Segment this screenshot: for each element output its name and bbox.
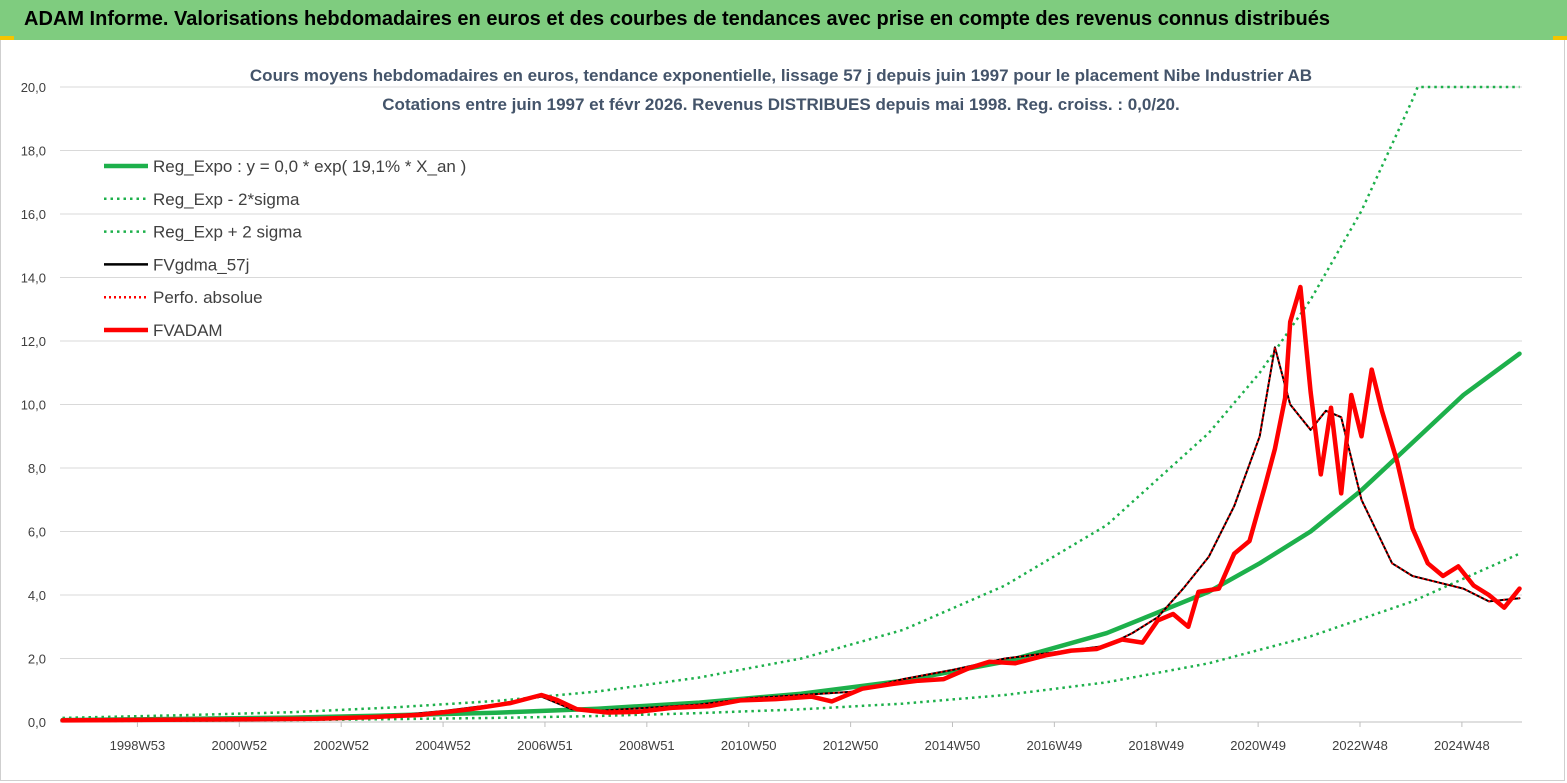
x-tick-label: 2012W50 (823, 738, 879, 753)
series-line-3 (61, 346, 1521, 722)
y-tick-label: 8,0 (28, 461, 46, 476)
legend-label-2: Reg_Exp + 2 sigma (153, 223, 302, 242)
y-tick-label: 12,0 (21, 334, 46, 349)
series-line-4 (62, 346, 1520, 722)
x-tick-label: 2022W48 (1332, 738, 1388, 753)
x-tick-labels: 1998W53 2000W52 2002W52 2004W52 2006W51 2008W… (110, 722, 1490, 753)
header-accent-right (1553, 36, 1567, 40)
x-tick-label: 1998W53 (110, 738, 166, 753)
x-tick-label: 2002W52 (313, 738, 369, 753)
legend-label-4: Perfo. absolue (153, 288, 263, 307)
header-accent-left (0, 36, 14, 40)
series-line-5 (60, 284, 1522, 723)
report-header: ADAM Informe. Valorisations hebdomadaire… (0, 0, 1567, 40)
y-tick-label: 16,0 (21, 207, 46, 222)
y-tick-labels: 0,0 2,0 4,0 6,0 8,0 10,0 12,0 14,0 16,0 18,0 20,0 (21, 80, 46, 730)
x-tick-label: 2016W49 (1027, 738, 1083, 753)
y-tick-label: 18,0 (21, 144, 46, 159)
y-tick-label: 14,0 (21, 271, 46, 286)
series-line-0 (60, 351, 1522, 723)
x-tick-label: 2008W51 (619, 738, 675, 753)
y-tick-label: 6,0 (28, 525, 46, 540)
chart-title: Cours moyens hebdomadaires en euros, ten… (250, 66, 1312, 85)
x-tick-label: 2000W52 (211, 738, 267, 753)
x-tick-label: 2004W52 (415, 738, 471, 753)
legend-label-5: FVADAM (153, 321, 223, 340)
legend-label-3: FVgdma_57j (153, 255, 249, 274)
x-tick-label: 2014W50 (925, 738, 981, 753)
y-tick-label: 4,0 (28, 588, 46, 603)
y-tick-label: 20,0 (21, 80, 46, 95)
gridlines (60, 86, 1522, 723)
legend: Reg_Expo : y = 0,0 * exp( 19,1% * X_an )… (104, 157, 466, 340)
series-line-2 (62, 85, 1520, 720)
legend-label-1: Reg_Exp - 2*sigma (153, 190, 300, 209)
x-tick-label: 2010W50 (721, 738, 777, 753)
series-group (60, 85, 1522, 723)
report-title: ADAM Informe. Valorisations hebdomadaire… (24, 8, 1330, 30)
x-tick-label: 2018W49 (1128, 738, 1184, 753)
x-tick-label: 2006W51 (517, 738, 573, 753)
legend-label-0: Reg_Expo : y = 0,0 * exp( 19,1% * X_an ) (153, 157, 466, 176)
x-tick-label: 2020W49 (1230, 738, 1286, 753)
x-tick-label: 2024W48 (1434, 738, 1490, 753)
y-tick-label: 0,0 (28, 715, 46, 730)
y-tick-label: 10,0 (21, 398, 46, 413)
y-tick-label: 2,0 (28, 652, 46, 667)
chart-frame (0, 40, 1565, 781)
chart-subtitle: Cotations entre juin 1997 et févr 2026. … (382, 95, 1179, 114)
